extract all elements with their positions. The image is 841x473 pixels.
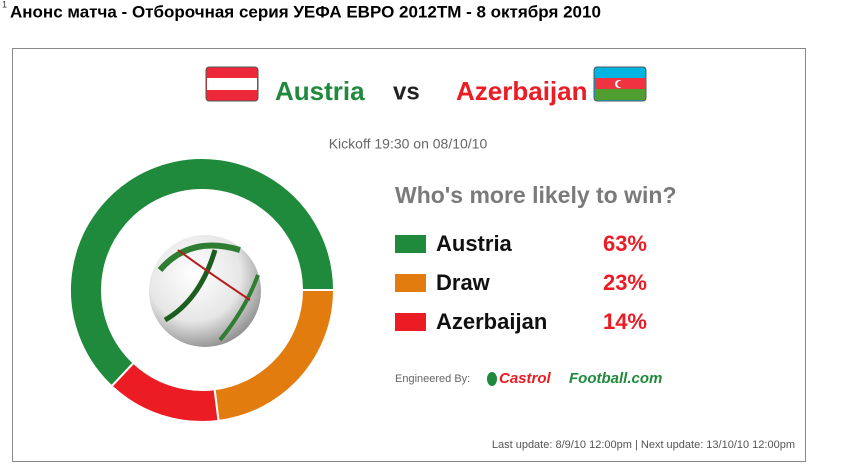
austria-flag	[205, 66, 259, 102]
home-team: Austria	[275, 76, 365, 106]
donut-slice	[69, 157, 336, 388]
legend-swatch	[395, 235, 426, 253]
azerbaijan-flag	[593, 66, 647, 102]
legend-swatch	[395, 313, 426, 331]
footer: Last update: 8/9/10 12:00pm | Next updat…	[492, 439, 795, 451]
castrol-icon	[487, 372, 497, 386]
value-label: 23%	[603, 270, 647, 295]
value-label: 63%	[603, 231, 647, 256]
vs: vs	[393, 78, 420, 105]
away-team: Azerbaijan	[456, 76, 588, 106]
donut-slice	[110, 361, 220, 423]
value-label: 14%	[603, 309, 647, 334]
ball	[149, 235, 261, 347]
legend-label: Azerbaijan	[436, 309, 547, 334]
donut	[69, 157, 336, 423]
legend: Austria 63% Draw 23% Azerbaijan 14%	[395, 231, 647, 334]
brand: Castrol	[499, 370, 552, 387]
kickoff: Kickoff 19:30 on 08/10/10	[329, 136, 488, 152]
legend-label: Draw	[436, 270, 491, 295]
footnote-marker: 1	[2, 0, 7, 9]
legend-swatch	[395, 274, 426, 292]
heading: Анонс матча - Отборочная серия УЕФА ЕВРО…	[10, 2, 601, 21]
chart-title: Who's more likely to win?	[395, 182, 677, 208]
legend-label: Austria	[436, 231, 513, 256]
credit: Engineered By:	[395, 373, 470, 385]
site: Football.com	[569, 370, 662, 387]
